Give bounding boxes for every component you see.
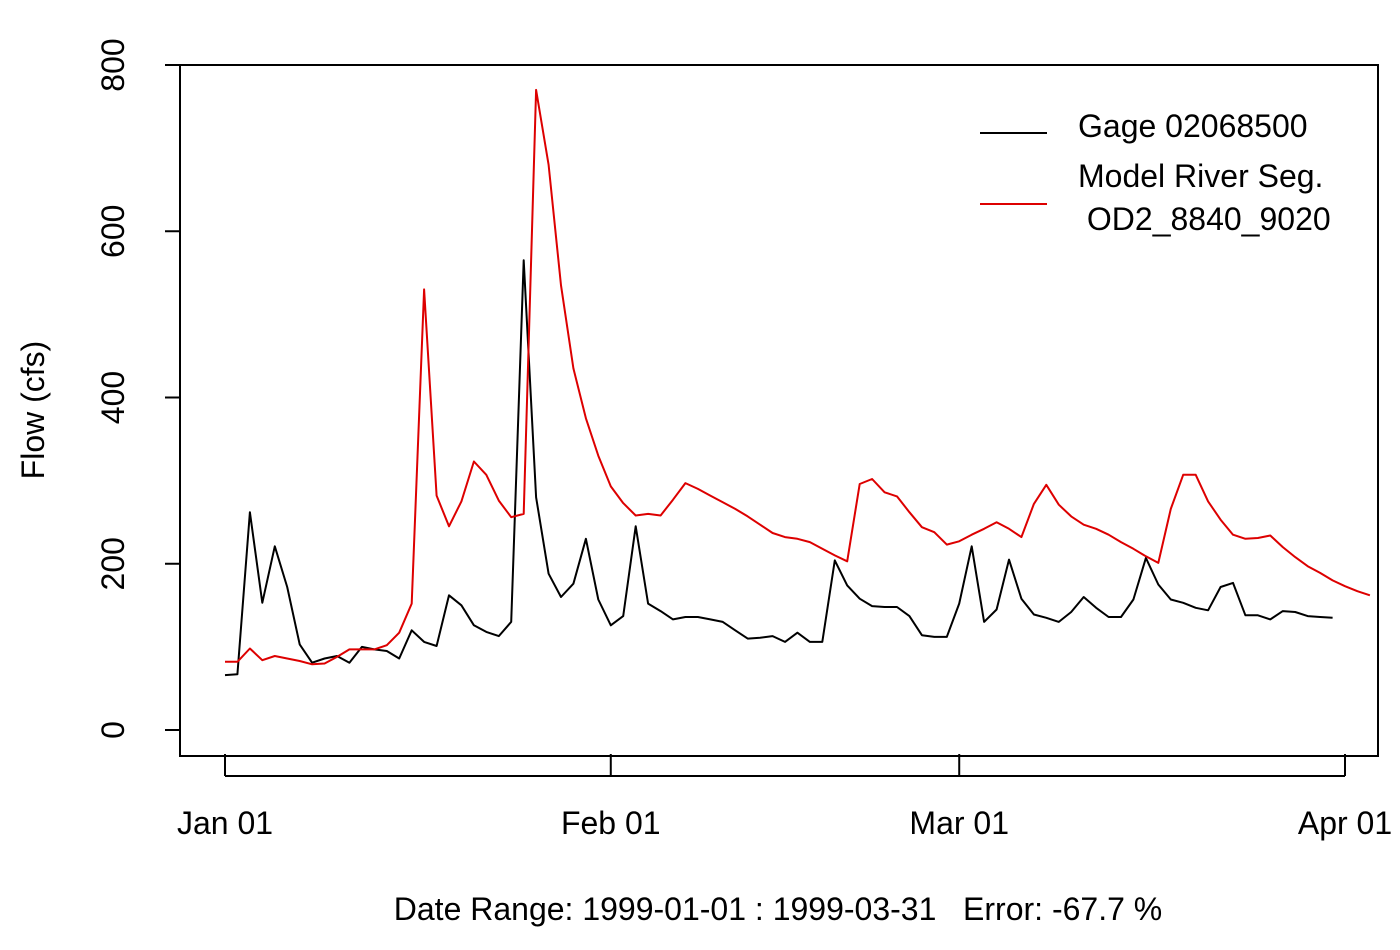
plot-frame — [179, 64, 1379, 757]
legend-label-2: Model River Seg. OD2_8840_9020 — [1078, 158, 1331, 237]
legend-label-1: Gage 02068500 — [1078, 108, 1308, 144]
legend: Gage 02068500 Model River Seg. OD2_8840_9… — [980, 108, 1331, 237]
x-tick-label: Mar 01 — [909, 805, 1009, 841]
x-tick-label: Feb 01 — [561, 805, 661, 841]
x-tick-label: Apr 01 — [1298, 805, 1392, 841]
series-line-1 — [224, 259, 1333, 677]
axes: 0 200 400 600 800 Jan 01 Feb 01 Mar 01 Apr 01 — [95, 38, 1392, 841]
series-line-2 — [225, 88, 1371, 666]
y-tick-label: 800 — [95, 38, 131, 91]
y-tick-label: 200 — [95, 537, 131, 590]
legend-label-line: Model River Seg. — [1078, 158, 1323, 194]
legend-label-line: Gage 02068500 — [1078, 108, 1308, 144]
y-tick-label: 400 — [95, 371, 131, 424]
plot-marks — [224, 88, 1371, 677]
x-tick-label: Jan 01 — [177, 805, 273, 841]
legend-label-line: OD2_8840_9020 — [1078, 201, 1331, 237]
y-tick-label: 600 — [95, 205, 131, 258]
y-axis-label: Flow (cfs) — [15, 341, 51, 480]
y-tick-label: 0 — [95, 721, 131, 739]
x-axis-label: Date Range: 1999-01-01 : 1999-03-31 Erro… — [394, 891, 1162, 927]
